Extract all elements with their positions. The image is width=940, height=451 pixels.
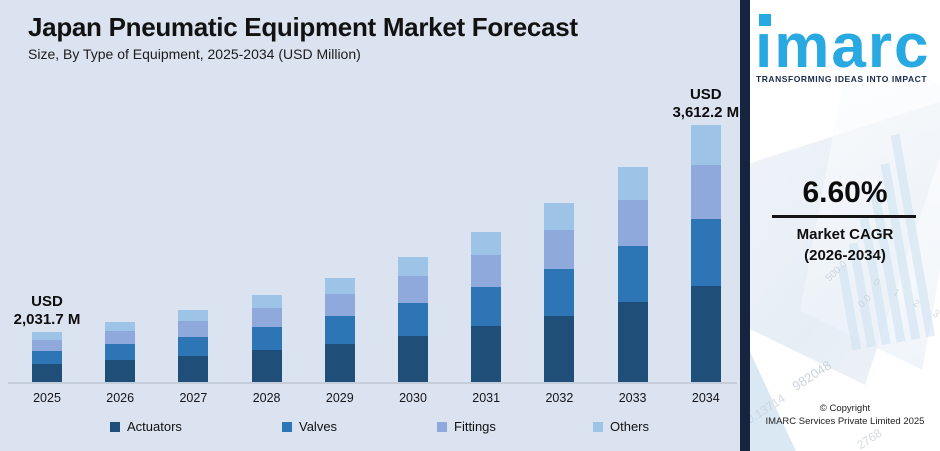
x-tick-2032: 2032 — [545, 391, 574, 405]
bar-segment-fittings — [251, 308, 282, 327]
bar-segment-valves — [251, 327, 282, 350]
bar-segment-actuators — [398, 336, 428, 383]
x-tick-2026: 2026 — [106, 391, 135, 405]
imarc-logo-tagline: TRANSFORMING IDEAS INTO IMPACT — [756, 74, 928, 84]
bar-segment-others — [105, 322, 136, 331]
decor-number: 982048 — [789, 357, 834, 394]
bar-segment-actuators — [544, 315, 575, 383]
legend-item-fittings: Fittings — [437, 419, 496, 434]
bar-segment-actuators — [251, 350, 282, 383]
cagr-period: (2026-2034) — [804, 247, 886, 264]
bar-segment-fittings — [105, 331, 136, 344]
bar-2028 — [251, 295, 282, 383]
bar-segment-fittings — [544, 229, 575, 269]
bar-segment-others — [32, 332, 62, 340]
bar-2026 — [105, 322, 136, 383]
chart-panel: Japan Pneumatic Equipment Market Forecas… — [0, 0, 740, 451]
bar-segment-valves — [32, 350, 62, 364]
x-tick-2027: 2027 — [179, 391, 208, 405]
bar-segment-fittings — [324, 293, 355, 316]
legend-swatch-others — [593, 421, 603, 432]
legend-label-others: Others — [610, 419, 650, 434]
cagr-divider-line — [772, 215, 916, 218]
x-tick-2033: 2033 — [618, 391, 647, 405]
bar-segment-valves — [544, 268, 575, 316]
bar-segment-valves — [105, 344, 136, 360]
legend-swatch-actuators — [110, 421, 120, 432]
bar-segment-valves — [324, 316, 355, 344]
legend-swatch-fittings — [437, 421, 447, 432]
bar-segment-actuators — [690, 286, 721, 383]
x-tick-2028: 2028 — [252, 391, 281, 405]
brand-panel: 500.0 0.0 0 1 2 3 4 982048 0.13714 2768 … — [740, 0, 940, 451]
bar-segment-actuators — [32, 364, 62, 383]
bar-segment-others — [324, 278, 355, 294]
bar-segment-actuators — [471, 326, 502, 383]
bar-2025 — [32, 332, 62, 383]
bar-2030 — [398, 257, 428, 383]
cagr-value: 6.60% — [802, 176, 888, 209]
panel-left-accent-bar — [740, 0, 750, 451]
imarc-logo-dot-icon — [759, 14, 771, 26]
bar-segment-others — [178, 310, 209, 321]
bar-2032 — [544, 202, 575, 383]
x-tick-2029: 2029 — [325, 391, 354, 405]
bar-segment-valves — [690, 218, 721, 286]
bar-segment-actuators — [617, 302, 648, 383]
x-tick-2034: 2034 — [691, 391, 720, 405]
x-tick-2025: 2025 — [33, 391, 61, 405]
legend-label-fittings: Fittings — [454, 419, 496, 434]
cagr-label: Market CAGR — [796, 226, 894, 243]
legend-item-valves: Valves — [282, 419, 337, 434]
copyright-line1: © Copyright — [819, 403, 871, 414]
bar-segment-actuators — [324, 343, 355, 383]
x-axis-line — [8, 382, 737, 384]
bar-2027 — [178, 310, 209, 383]
bar-segment-others — [471, 232, 502, 255]
bar-segment-others — [398, 257, 428, 276]
value-label-2025: USD 2,031.7 M — [13, 293, 81, 328]
legend-label-actuators: Actuators — [127, 419, 182, 434]
bar-segment-others — [544, 202, 575, 230]
chart-subtitle: Size, By Type of Equipment, 2025-2034 (U… — [28, 46, 361, 62]
copyright-line2: IMARC Services Private Limited 2025 — [765, 416, 925, 427]
legend-item-actuators: Actuators — [110, 419, 182, 434]
bar-segment-fittings — [690, 164, 721, 219]
bar-segment-fittings — [617, 199, 648, 246]
bar-segment-actuators — [178, 355, 209, 383]
bar-segment-valves — [617, 246, 648, 302]
bar-segment-valves — [178, 336, 209, 356]
bar-2029 — [324, 278, 355, 383]
bar-2034 — [690, 125, 721, 383]
bar-segment-fittings — [471, 254, 502, 287]
value-label-2034: USD 3,612.2 M — [672, 86, 740, 121]
bar-segment-valves — [471, 287, 502, 326]
bar-segment-others — [690, 125, 721, 165]
legend-swatch-valves — [282, 421, 292, 432]
bar-segment-others — [617, 167, 648, 200]
imarc-logo-text: ımarc — [755, 12, 931, 81]
x-tick-2031: 2031 — [472, 391, 501, 405]
decor-axis-ticks: 0 1 2 3 4 — [871, 276, 940, 335]
chart-legend: Actuators Valves Fittings Others — [0, 419, 740, 439]
bar-segment-fittings — [32, 339, 62, 351]
legend-label-valves: Valves — [299, 419, 338, 434]
bar-segment-actuators — [105, 360, 136, 383]
bar-segment-fittings — [398, 276, 428, 303]
decor-axis-number: 0.0 — [856, 292, 874, 311]
bar-segment-fittings — [178, 321, 209, 337]
legend-item-others: Others — [593, 419, 649, 434]
x-tick-2030: 2030 — [399, 391, 427, 405]
bar-2033 — [617, 167, 648, 383]
bar-segment-valves — [398, 303, 428, 336]
decor-number: 2768 — [854, 425, 885, 451]
page-title: Japan Pneumatic Equipment Market Forecas… — [28, 12, 578, 42]
bar-segment-others — [251, 295, 282, 308]
bar-2031 — [471, 232, 502, 383]
